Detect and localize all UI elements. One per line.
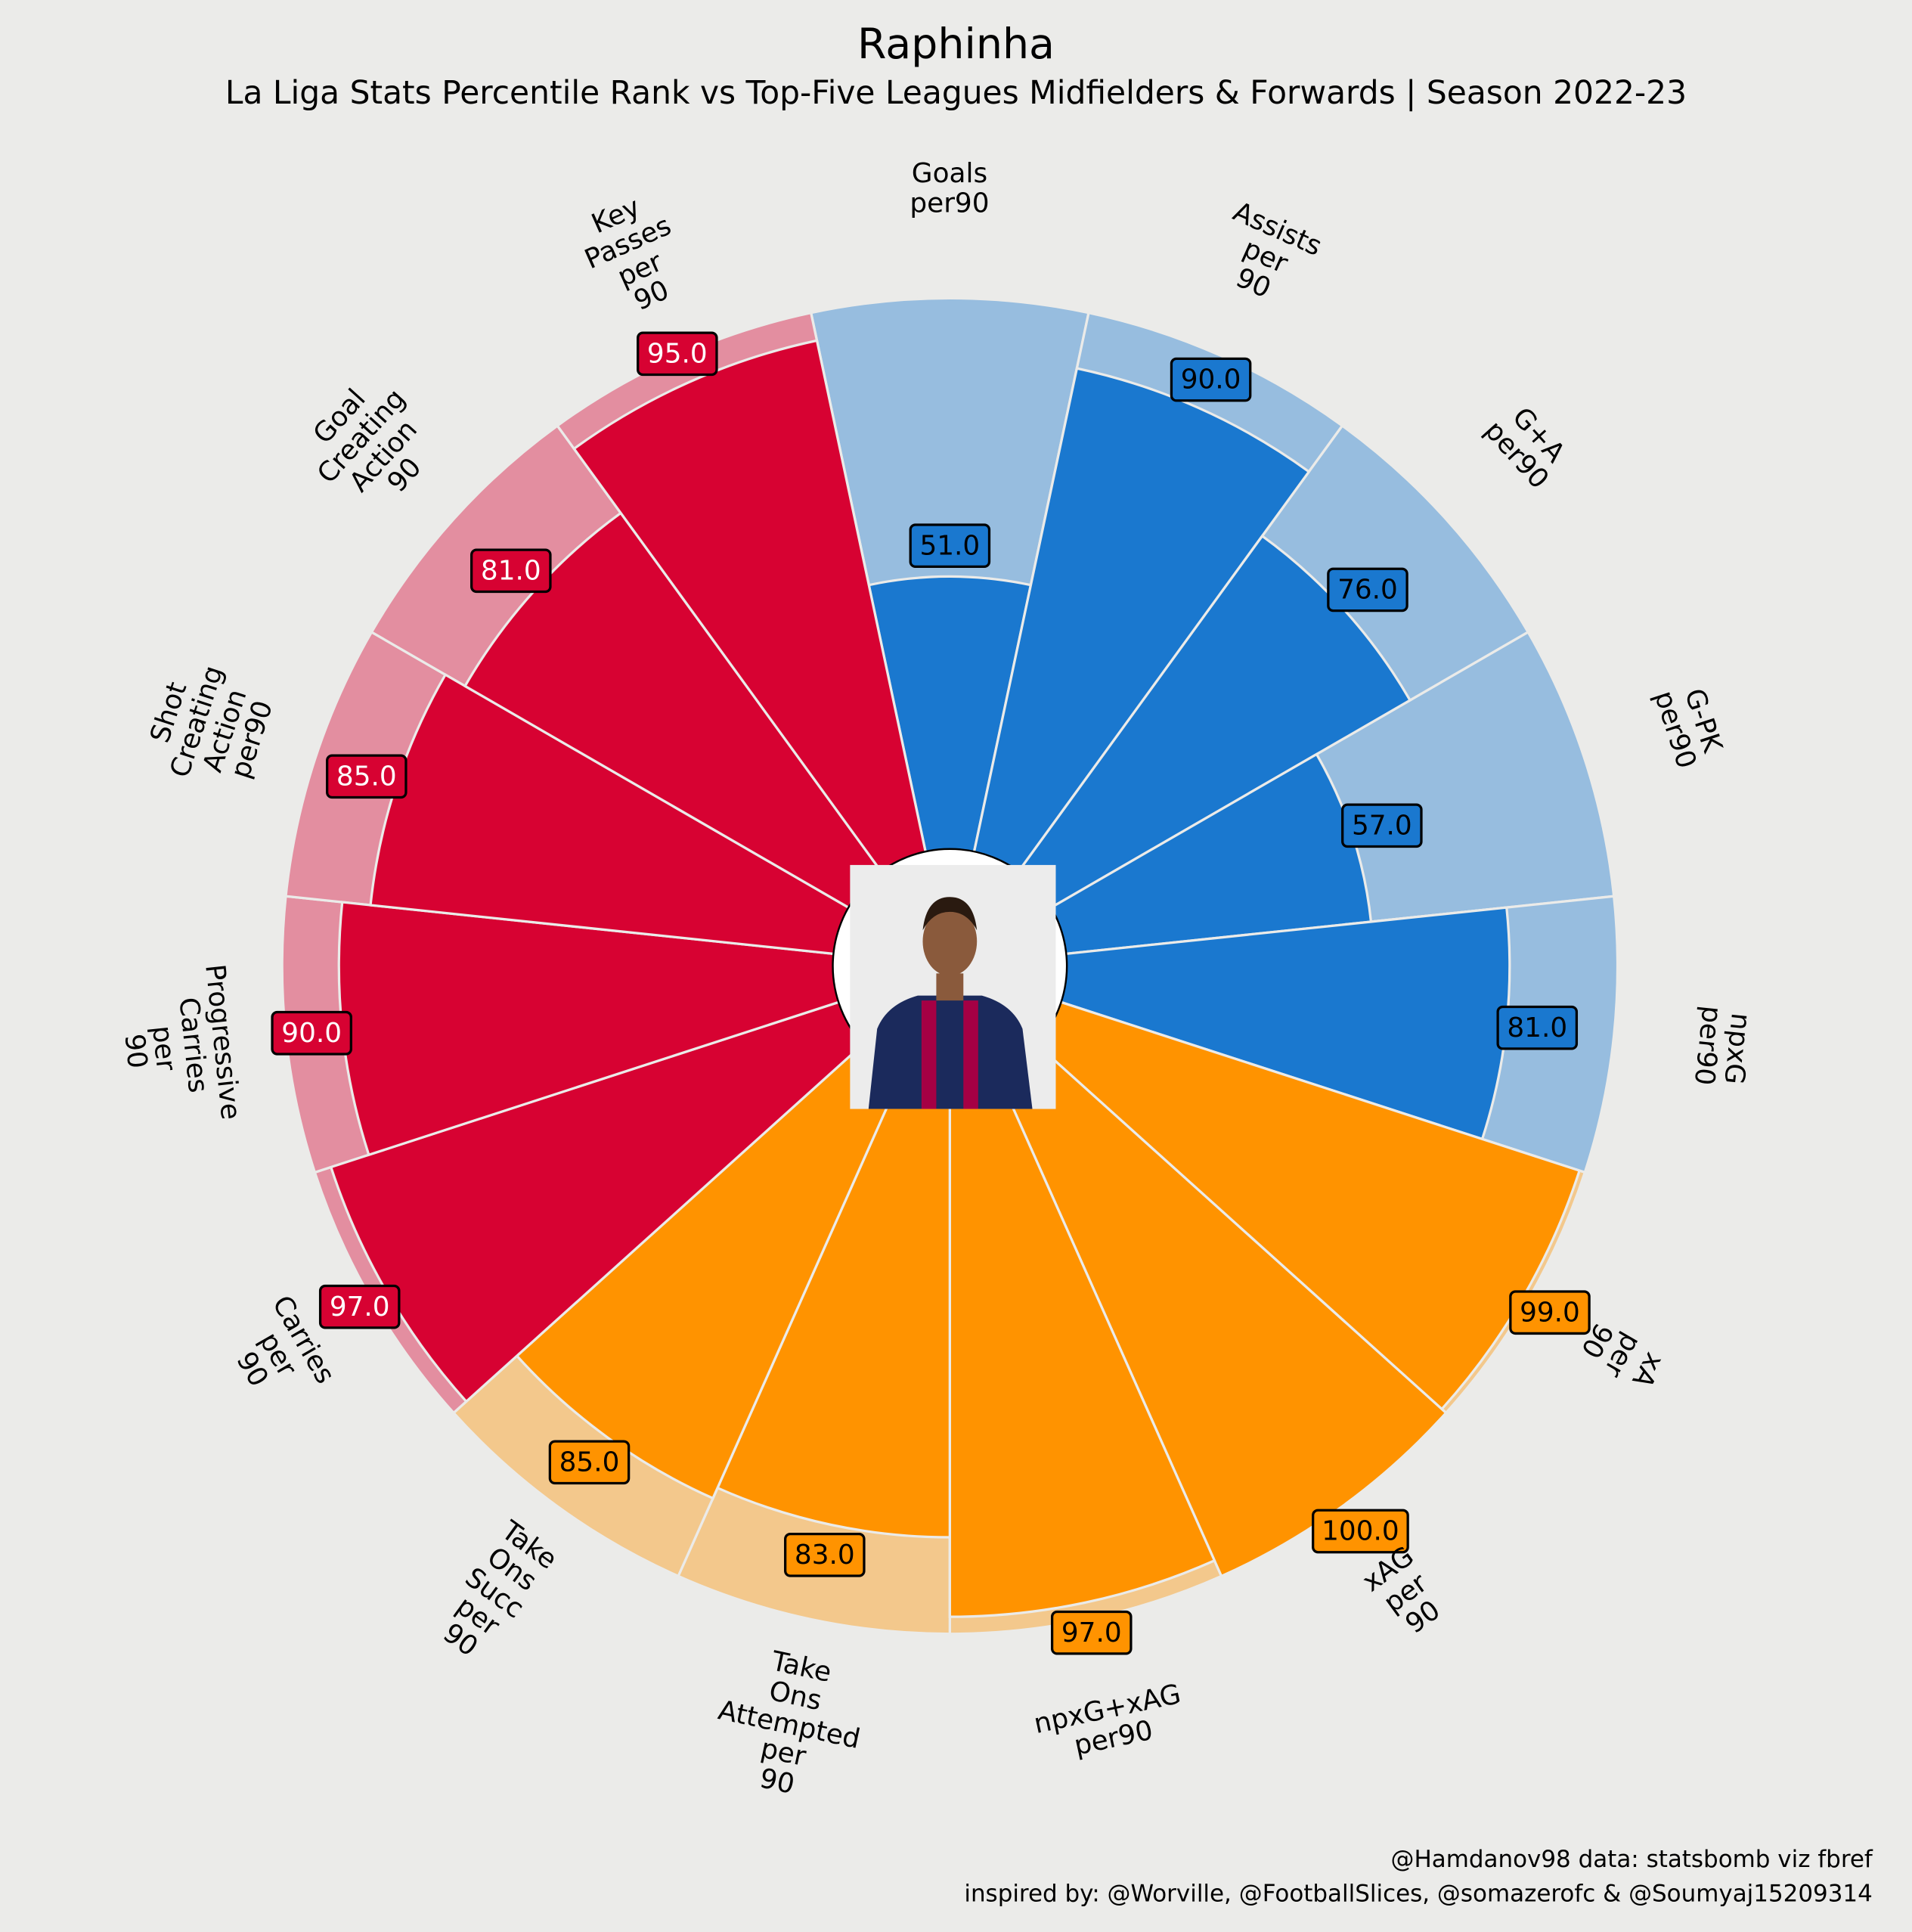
value-label-box <box>271 1010 352 1056</box>
player-stripe <box>963 1000 978 1109</box>
value-label: 81.0 <box>481 555 541 586</box>
value-label: 85.0 <box>559 1447 620 1478</box>
value-label-box <box>548 1440 631 1485</box>
chart-title: Raphinha <box>857 20 1055 69</box>
value-label-box <box>1341 803 1423 848</box>
value-label-box <box>784 1533 866 1577</box>
category-label: Take Ons Attempted per 90 <box>714 1645 863 1801</box>
value-label-box <box>1170 357 1252 402</box>
category-label: Goals per90 <box>910 159 990 219</box>
value-label: 85.0 <box>336 761 397 792</box>
value-label-box <box>909 523 991 569</box>
player-hair <box>922 897 978 931</box>
value-label-box <box>1496 1005 1579 1050</box>
value-label: 99.0 <box>1520 1297 1580 1328</box>
value-label-box <box>1509 1290 1591 1335</box>
bar-layer <box>329 339 1582 1618</box>
player-stripe <box>921 1000 937 1109</box>
credit: inspired by: @Worville, @FootballSlices,… <box>964 1881 1872 1908</box>
category-label: Progressive Carries per 90 <box>117 963 246 1122</box>
value-label-box <box>1050 1610 1133 1655</box>
player-shirt <box>868 995 1033 1109</box>
value-label: 97.0 <box>330 1292 390 1323</box>
value-label-box <box>326 754 408 799</box>
value-label: 83.0 <box>795 1540 855 1571</box>
value-label-box <box>318 1284 401 1329</box>
chart-subtitle: La Liga Stats Percentile Rank vs Top-Fiv… <box>225 74 1687 111</box>
value-label-box <box>1327 567 1408 612</box>
category-label: npxG per90 <box>1687 1004 1756 1087</box>
value-label: 95.0 <box>647 338 708 369</box>
value-label: 90.0 <box>281 1018 342 1049</box>
value-label: 51.0 <box>919 530 980 561</box>
value-label: 97.0 <box>1061 1617 1122 1648</box>
value-label-box <box>637 331 718 377</box>
value-label: 100.0 <box>1322 1516 1399 1547</box>
credit: @Hamdanov98 data: statsbomb viz fbref <box>1391 1846 1873 1873</box>
value-label: 81.0 <box>1507 1013 1567 1044</box>
player-head <box>922 907 978 976</box>
value-label: 57.0 <box>1352 810 1412 841</box>
player-neck <box>936 973 964 1001</box>
label-layer: 51.0 90.0 76.0 57.0 81.0 99.0 100.0 97.0 83.0 85.… <box>271 331 1591 1655</box>
value-label-box <box>1312 1509 1409 1554</box>
value-label-box <box>470 548 552 594</box>
value-label: 90.0 <box>1181 364 1241 395</box>
value-label: 76.0 <box>1337 575 1398 606</box>
